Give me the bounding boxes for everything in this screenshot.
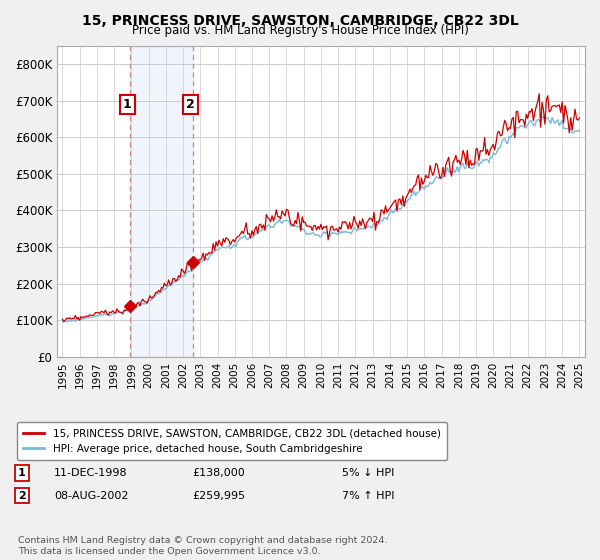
Text: 7% ↑ HPI: 7% ↑ HPI: [342, 491, 395, 501]
Text: £259,995: £259,995: [192, 491, 245, 501]
Text: 5% ↓ HPI: 5% ↓ HPI: [342, 468, 394, 478]
Text: 1: 1: [18, 468, 26, 478]
Text: 08-AUG-2002: 08-AUG-2002: [54, 491, 128, 501]
Text: 1: 1: [123, 98, 131, 111]
Text: Price paid vs. HM Land Registry's House Price Index (HPI): Price paid vs. HM Land Registry's House …: [131, 24, 469, 37]
Text: £138,000: £138,000: [192, 468, 245, 478]
Text: 11-DEC-1998: 11-DEC-1998: [54, 468, 128, 478]
Bar: [130, 46, 193, 357]
Text: 2: 2: [186, 98, 195, 111]
Text: Contains HM Land Registry data © Crown copyright and database right 2024.
This d: Contains HM Land Registry data © Crown c…: [18, 536, 388, 556]
Text: 15, PRINCESS DRIVE, SAWSTON, CAMBRIDGE, CB22 3DL: 15, PRINCESS DRIVE, SAWSTON, CAMBRIDGE, …: [82, 14, 518, 28]
Legend: 15, PRINCESS DRIVE, SAWSTON, CAMBRIDGE, CB22 3DL (detached house), HPI: Average : 15, PRINCESS DRIVE, SAWSTON, CAMBRIDGE, …: [17, 422, 447, 460]
Text: 2: 2: [18, 491, 26, 501]
